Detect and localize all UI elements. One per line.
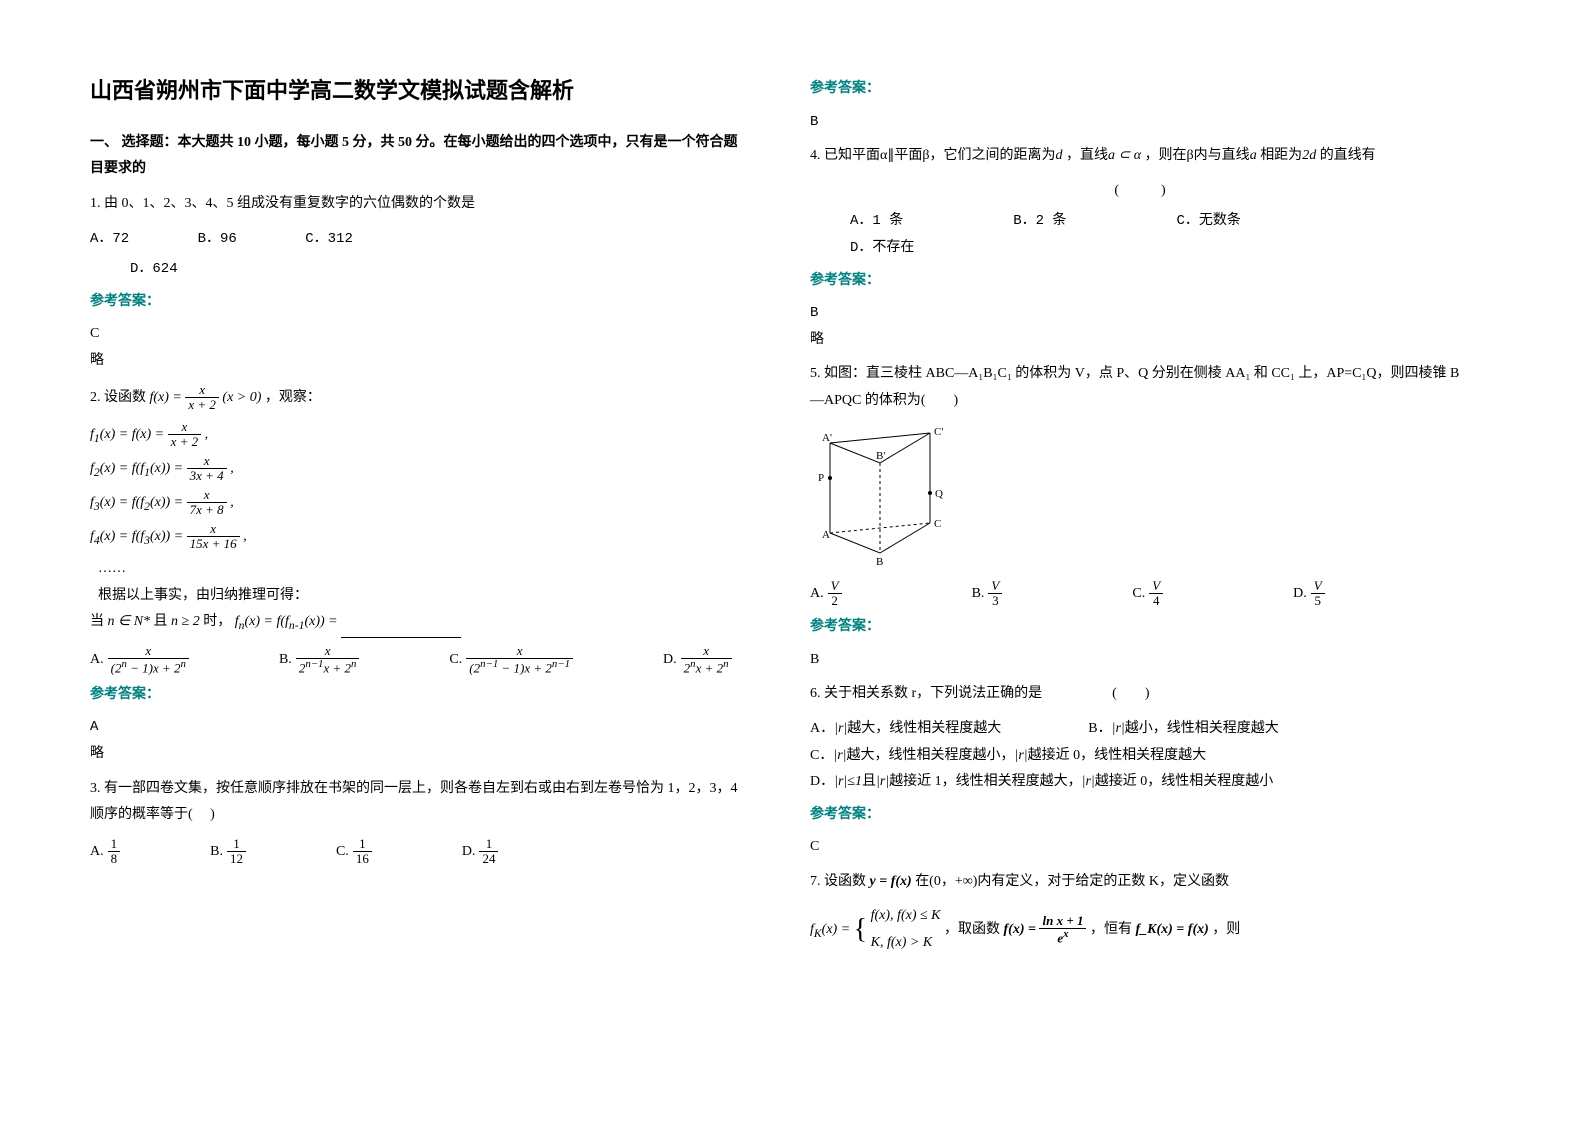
q1-opt-c: C．312 <box>305 226 353 253</box>
q5-figure: A' B' C' A B C P Q <box>810 423 960 573</box>
q2-ans-label: 参考答案： <box>90 682 750 709</box>
q6-ans: C <box>810 834 1470 861</box>
svg-text:Q: Q <box>935 488 943 500</box>
q2-l6c: 时， <box>203 614 231 629</box>
q1-ans-label: 参考答案： <box>90 289 750 316</box>
q3-text: 3. 有一部四卷文集，按任意顺序排放在书架的同一层上，则各卷自左到右或由右到左卷… <box>90 776 750 829</box>
q5-options: A.V2 B.V3 C.V4 D.V5 <box>810 579 1470 609</box>
section-1-head: 一、 选择题：本大题共 10 小题，每小题 5 分，共 50 分。在每小题给出的… <box>90 130 750 183</box>
svg-text:B': B' <box>876 450 885 462</box>
q2-tail: ，观察： <box>265 390 321 405</box>
q6-text: 6. 关于相关系数 r，下列说法正确的是 ( ) <box>810 681 1470 708</box>
page-title: 山西省朔州市下面中学高二数学文模拟试题含解析 <box>90 70 750 112</box>
q2-fn: fn(x) = f(fn-1(x)) = <box>235 614 341 629</box>
svg-text:C': C' <box>934 426 943 438</box>
q4-text: 4. 已知平面α∥平面β，它们之间的距离为d ，直线a ⊂ α ，则在β内与直线… <box>810 143 1470 170</box>
q2-nN: n ∈ N* <box>108 614 151 629</box>
q5-ans-label: 参考答案： <box>810 614 1470 641</box>
svg-text:P: P <box>818 472 824 484</box>
q4-note: 略 <box>810 327 1470 354</box>
q2-line5: 根据以上事实，由归纳推理可得： <box>90 583 750 610</box>
q2-l6b: 且 <box>154 614 168 629</box>
q4-options: A．1 条B．2 条C．无数条D．不存在 <box>810 208 1470 261</box>
q2-f2: f2(x) = f(f1(x)) = x3x + 4 , <box>90 454 750 484</box>
q2-f3: f3(x) = f(f2(x)) = x7x + 8 , <box>90 488 750 518</box>
q2-note: 略 <box>90 741 750 768</box>
q3-ans: B <box>810 109 1470 136</box>
q2-lead: 2. 设函数 f(x) = xx + 2 (x > 0) ，观察： <box>90 383 750 413</box>
q4-ans: B <box>810 300 1470 327</box>
q1-opt-d: D．624 <box>130 256 178 283</box>
q2-dots: …… <box>90 556 750 583</box>
q6-ans-label: 参考答案： <box>810 802 1470 829</box>
q6-row-d: D．|r|≤1且|r|越接近 1，线性相关程度越大，|r|越接近 0，线性相关程… <box>810 769 1470 796</box>
svg-text:A: A <box>822 529 830 541</box>
q2-options: A.x(2n − 1)x + 2n B.x2n−1x + 2n C.x(2n−1… <box>90 644 750 676</box>
q1-opt-a: A．72 <box>90 226 129 253</box>
svg-text:A': A' <box>822 432 832 444</box>
q1-opt-b: B．96 <box>198 226 237 253</box>
q1-text: 1. 由 0、1、2、3、4、5 组成没有重复数字的六位偶数的个数是 <box>90 191 750 218</box>
q2-f-def: f(x) = <box>150 390 186 405</box>
q2-nge2: n ≥ 2 <box>171 614 200 629</box>
q2-f1: f1(x) = f(x) = xx + 2 , <box>90 420 750 450</box>
q2-lead-text: 2. 设函数 <box>90 390 146 405</box>
svg-text:B: B <box>876 556 883 568</box>
q2-l6a: 当 <box>90 614 104 629</box>
q2-ans: A <box>90 714 750 741</box>
q2-f4: f4(x) = f(f3(x)) = x15x + 16 , <box>90 522 750 552</box>
q6-row-c: C．|r|越大，线性相关程度越小，|r|越接近 0，线性相关程度越大 <box>810 743 1470 770</box>
q1-ans: C <box>90 321 750 348</box>
q7-line2: fK(x) = { f(x), f(x) ≤ K K, f(x) > K ，取函… <box>810 903 1470 956</box>
q1-options: A．72 B．96 C．312 <box>90 226 750 253</box>
q7-line1: 7. 设函数 y = f(x) 在(0，+∞)内有定义，对于给定的正数 K，定义… <box>810 869 1470 896</box>
q2-line6: 当 n ∈ N* 且 n ≥ 2 时， fn(x) = f(fn-1(x)) = <box>90 609 750 638</box>
q6-row-ab: A．|r|越大，线性相关程度越大 B．|r|越小，线性相关程度越大 <box>810 716 1470 743</box>
q3-ans-label: 参考答案： <box>810 76 1470 103</box>
q5-text: 5. 如图：直三棱柱 ABC—A₁B₁C₁ 的体积为 V，点 P、Q 分别在侧棱… <box>810 361 1470 414</box>
q4-paren: ( ) <box>810 178 1470 205</box>
q1-note: 略 <box>90 348 750 375</box>
q3-options: A.18 B.112 C.116 D.124 <box>90 837 750 867</box>
q2-cond: (x > 0) <box>222 390 261 405</box>
q5-ans: B <box>810 647 1470 674</box>
q4-ans-label: 参考答案： <box>810 268 1470 295</box>
q1-options-2: D．624 <box>90 256 750 283</box>
svg-text:C: C <box>934 518 941 530</box>
